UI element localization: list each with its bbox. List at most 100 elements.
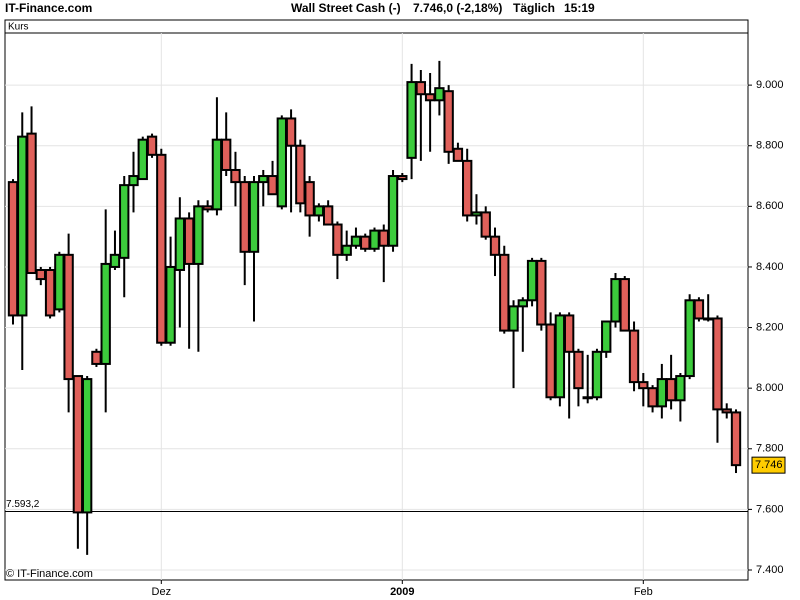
interval: Täglich	[513, 1, 555, 15]
reference-label: 7.593,2	[6, 499, 40, 510]
candle-body	[239, 181, 250, 253]
candle-body	[156, 153, 167, 344]
candle-body	[258, 175, 269, 184]
candle-body	[109, 253, 121, 268]
candle-body	[610, 278, 621, 323]
plot-frame	[4, 19, 749, 581]
y-tick-label: 8.800	[756, 140, 784, 152]
candle-body	[424, 93, 436, 102]
y-tick-label: 8.200	[756, 321, 784, 333]
last-price-box	[751, 456, 786, 474]
y-tick-label: 8.600	[756, 200, 784, 212]
candle-body	[137, 138, 148, 181]
candle-body	[452, 147, 464, 162]
y-tick-label: 8.000	[756, 382, 784, 394]
candle-body	[54, 253, 65, 311]
candle-body	[360, 235, 371, 250]
candle-body	[693, 299, 705, 320]
candle-body	[332, 223, 343, 256]
candle-body	[174, 217, 186, 271]
candle-body	[721, 408, 732, 414]
candle-body	[545, 323, 556, 399]
candle-body	[91, 350, 102, 365]
y-tick-label: 7.800	[756, 443, 784, 455]
x-tick-label: 2009	[390, 586, 414, 598]
candle-body	[684, 299, 695, 378]
y-tick-label: 8.400	[756, 261, 784, 273]
candle-body	[563, 314, 575, 353]
candle-body	[387, 175, 399, 247]
candle-body	[100, 262, 111, 365]
candle-body	[119, 184, 130, 259]
candle-body	[712, 317, 723, 411]
candle-body	[554, 314, 566, 399]
x-tick-label: Feb	[634, 586, 653, 598]
candle-body	[285, 117, 297, 147]
candle-body	[536, 259, 547, 326]
candle-body	[304, 181, 315, 217]
candle-body	[526, 259, 538, 302]
candle-body	[202, 205, 213, 211]
candle-body	[601, 320, 612, 353]
candle-body	[638, 381, 649, 390]
candle-body	[582, 396, 593, 400]
candle-body	[628, 329, 640, 384]
y-tick-label: 7.600	[756, 503, 784, 515]
last-price-label: 7.746	[755, 459, 783, 471]
candle-body	[517, 299, 528, 308]
candle-body	[406, 81, 417, 159]
candle-body	[17, 135, 28, 317]
candle-body	[146, 135, 158, 156]
candle-body	[471, 211, 482, 217]
quote: 7.746,0 (-2,18%)	[413, 1, 502, 15]
time: 15:19	[564, 1, 595, 15]
candle-body	[63, 253, 74, 381]
candle-body	[7, 181, 19, 317]
candle-body	[230, 168, 241, 184]
candle-body	[480, 211, 491, 238]
candle-body	[350, 235, 362, 247]
y-tick-label: 7.400	[756, 564, 784, 576]
candle-body	[44, 268, 56, 317]
candle-body	[499, 253, 510, 332]
candle-body	[675, 375, 686, 402]
candle-body	[72, 375, 84, 514]
panel-label: Kurs	[8, 22, 29, 33]
candle-body	[369, 229, 380, 250]
candle-body	[221, 138, 232, 171]
footer: © IT-Finance.com	[6, 568, 93, 580]
candle-body	[434, 87, 445, 102]
candle-body	[656, 378, 668, 408]
candle-body	[248, 181, 260, 253]
candle-body	[730, 411, 742, 467]
candle-body	[267, 175, 278, 196]
candle-body	[508, 305, 519, 332]
brand: IT-Finance.com	[5, 1, 92, 15]
candle-body	[443, 90, 454, 153]
candle-body	[313, 205, 325, 217]
candle-body	[665, 378, 677, 402]
candle-body	[462, 159, 473, 217]
candle-body	[165, 265, 176, 344]
candle-body	[397, 175, 408, 181]
y-tick-label: 9.000	[756, 79, 784, 91]
candle-body	[211, 138, 223, 211]
candle-body	[295, 144, 306, 205]
candle-body	[183, 217, 195, 265]
candle-body	[415, 81, 427, 96]
candle-body	[276, 117, 287, 208]
candle-body	[81, 378, 93, 514]
candle-body	[647, 387, 658, 408]
candle-body	[35, 268, 46, 281]
candle-body	[322, 205, 334, 226]
candle-body	[619, 278, 630, 332]
candle-body	[489, 235, 501, 256]
chart-title: Wall Street Cash (-)	[291, 1, 401, 15]
candle-body	[591, 350, 603, 399]
x-tick-label: Dez	[152, 586, 172, 598]
candle-body	[341, 244, 352, 256]
candle-body	[26, 132, 37, 275]
